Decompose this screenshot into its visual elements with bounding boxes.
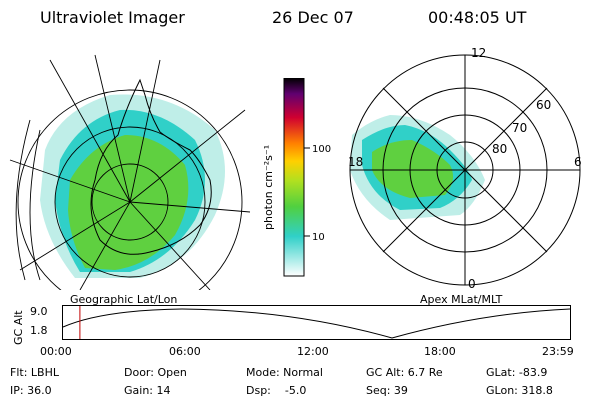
orbit-xtick-0000: 00:00 — [40, 345, 72, 358]
mlt-label-12: 12 — [471, 46, 486, 60]
orbit-altitude-plot — [62, 305, 571, 340]
orbit-axis-label: GC Alt — [12, 310, 25, 345]
imager-title: Ultraviolet Imager — [40, 8, 185, 27]
orbit-xtick-1800: 18:00 — [424, 345, 456, 358]
orbit-altitude-curve — [62, 308, 571, 339]
mlat-label-60: 60 — [536, 98, 551, 112]
mlat-label-80: 80 — [492, 142, 507, 156]
param-seq: Seq: 39 — [366, 384, 408, 397]
param-ip: IP: 36.0 — [10, 384, 52, 397]
param-gain: Gain: 14 — [124, 384, 171, 397]
geographic-aurora — [40, 94, 225, 278]
param-gc-alt: GC Alt: 6.7 Re — [366, 366, 443, 379]
mlt-label-18: 18 — [348, 155, 363, 169]
mlt-label-0: 0 — [468, 277, 476, 291]
param-glon: GLon: 318.8 — [486, 384, 553, 397]
time-label: 00:48:05 UT — [428, 8, 527, 27]
date-label: 26 Dec 07 — [272, 8, 354, 27]
orbit-xtick-1200: 12:00 — [297, 345, 329, 358]
apex-label: Apex MLat/MLT — [420, 293, 503, 306]
param-dsp: Dsp: -5.0 — [246, 384, 307, 397]
param-door: Door: Open — [124, 366, 187, 379]
mlat-label-70: 70 — [512, 121, 527, 135]
param-mode: Mode: Normal — [246, 366, 323, 379]
param-glat: GLat: -83.9 — [486, 366, 548, 379]
geographic-map — [9, 54, 251, 290]
mlt-label-6: 6 — [574, 155, 582, 169]
orbit-ytick-1-8: 1.8 — [30, 324, 48, 337]
mlt-map: 12 18 6 0 60 70 80 — [348, 46, 582, 291]
colorbar-tick-10: 10 — [312, 232, 325, 243]
param-filter: Flt: LBHL — [10, 366, 59, 379]
orbit-xtick-0600: 06:00 — [169, 345, 201, 358]
orbit-xtick-2359: 23:59 — [542, 345, 574, 358]
colorbar-unit-label: photon cm⁻²s⁻¹ — [262, 144, 275, 230]
colorbar: 100 10 — [283, 78, 331, 277]
orbit-ytick-9: 9.0 — [30, 305, 48, 318]
coastline — [90, 78, 212, 255]
colorbar-tick-100: 100 — [312, 144, 331, 155]
geographic-label: Geographic Lat/Lon — [70, 293, 178, 306]
